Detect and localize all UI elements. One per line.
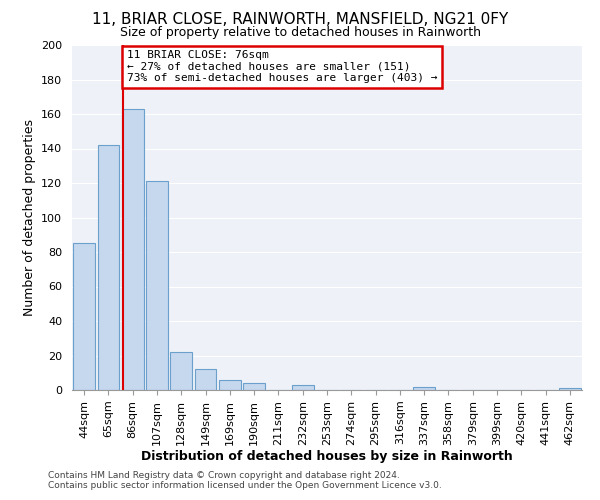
Bar: [73, 244, 95, 390]
Bar: [243, 383, 265, 390]
Bar: [194, 370, 217, 390]
Bar: [146, 182, 168, 390]
Text: 11, BRIAR CLOSE, RAINWORTH, MANSFIELD, NG21 0FY: 11, BRIAR CLOSE, RAINWORTH, MANSFIELD, N…: [92, 12, 508, 28]
Bar: [559, 388, 581, 390]
Bar: [219, 380, 241, 390]
Bar: [292, 385, 314, 390]
Bar: [97, 145, 119, 390]
Bar: [413, 386, 435, 390]
Y-axis label: Number of detached properties: Number of detached properties: [23, 119, 35, 316]
Text: 11 BRIAR CLOSE: 76sqm
← 27% of detached houses are smaller (151)
73% of semi-det: 11 BRIAR CLOSE: 76sqm ← 27% of detached …: [127, 50, 437, 84]
Bar: [170, 352, 192, 390]
Text: Size of property relative to detached houses in Rainworth: Size of property relative to detached ho…: [119, 26, 481, 39]
Bar: [122, 109, 143, 390]
Text: Contains HM Land Registry data © Crown copyright and database right 2024.
Contai: Contains HM Land Registry data © Crown c…: [48, 470, 442, 490]
X-axis label: Distribution of detached houses by size in Rainworth: Distribution of detached houses by size …: [141, 450, 513, 464]
